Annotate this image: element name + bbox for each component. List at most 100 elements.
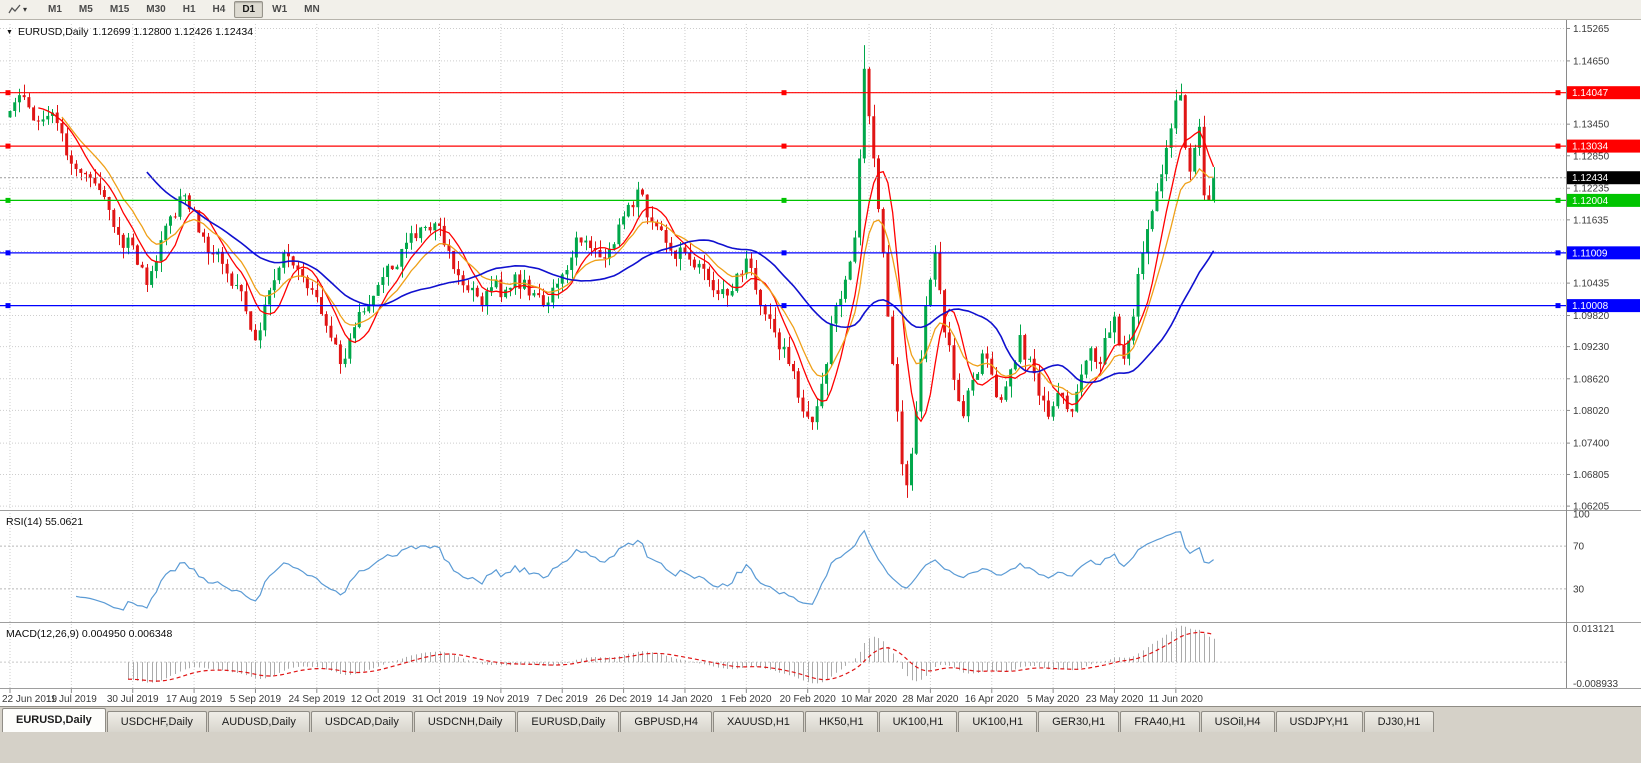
horizontal-line-1.13034[interactable] — [0, 143, 1566, 149]
down-candle — [961, 401, 965, 417]
down-candle — [117, 226, 121, 235]
svg-text:5 May 2020: 5 May 2020 — [1027, 694, 1080, 705]
svg-text:1.15265: 1.15265 — [1573, 24, 1610, 35]
pane-separators[interactable] — [0, 510, 1641, 689]
horizontal-line-1.14047[interactable] — [0, 90, 1566, 96]
down-candle — [1023, 335, 1027, 360]
down-candle — [659, 226, 663, 231]
up-candle — [277, 267, 281, 281]
down-candle — [891, 316, 895, 365]
timeframe-button-m30[interactable]: M30 — [146, 4, 166, 15]
down-candle — [145, 267, 149, 285]
macd-pane: 0.013121 -0.008933 — [0, 624, 1618, 690]
timeframe-button-h1[interactable]: H1 — [182, 4, 196, 15]
down-candle — [985, 353, 989, 359]
chart-tab-uk100-h1[interactable]: UK100,H1 — [958, 711, 1038, 732]
up-candle — [1028, 358, 1032, 360]
horizontal-line-1.11009[interactable] — [0, 250, 1566, 256]
down-wicks — [24, 67, 1210, 498]
chart-type-dropdown[interactable]: ▾ — [4, 3, 31, 16]
up-candle — [862, 68, 866, 159]
chart-tab-usoil-h4[interactable]: USOil,H4 — [1200, 711, 1275, 732]
up-candle — [1179, 95, 1183, 101]
svg-text:1.07400: 1.07400 — [1573, 439, 1610, 450]
down-candle — [872, 116, 876, 159]
svg-text:1.10008: 1.10008 — [1572, 301, 1609, 312]
chart-tab-dj30-h1[interactable]: DJ30,H1 — [1363, 711, 1435, 732]
up-candle — [1103, 338, 1107, 365]
up-candle — [367, 306, 371, 312]
chart-tab-usdcnh-daily[interactable]: USDCNH,Daily — [413, 711, 517, 732]
svg-text:1.09820: 1.09820 — [1573, 311, 1610, 322]
up-candle — [966, 390, 970, 417]
horizontal-line-1.10008[interactable] — [0, 303, 1566, 309]
chart-tab-eurusd-daily[interactable]: EURUSD,Daily — [2, 708, 106, 732]
timeframe-button-mn[interactable]: MN — [304, 4, 320, 15]
chart-tab-fra40-h1[interactable]: FRA40,H1 — [1120, 711, 1200, 732]
chart-tab-uk100-h1[interactable]: UK100,H1 — [878, 711, 958, 732]
down-candle — [692, 259, 696, 268]
up-candle — [1009, 369, 1013, 387]
down-candle — [957, 379, 961, 402]
svg-text:7 Dec 2019: 7 Dec 2019 — [537, 694, 589, 705]
up-candle — [612, 244, 616, 249]
timeframe-button-d1[interactable]: D1 — [234, 1, 264, 18]
chart-tab-xauusd-h1[interactable]: XAUUSD,H1 — [712, 711, 804, 732]
up-candle — [343, 358, 347, 365]
up-candle — [928, 279, 932, 307]
chart-tab-usdcad-daily[interactable]: USDCAD,Daily — [310, 711, 413, 732]
down-candle — [315, 289, 319, 298]
chart-tab-usdjpy-h1[interactable]: USDJPY,H1 — [1275, 711, 1363, 732]
timeframe-button-m15[interactable]: M15 — [109, 4, 130, 15]
chart-tab-usdchf-daily[interactable]: USDCHF,Daily — [106, 711, 207, 732]
up-candle — [150, 271, 154, 285]
svg-text:1.12850: 1.12850 — [1573, 151, 1610, 162]
up-candle — [362, 311, 366, 313]
down-candle — [428, 226, 432, 231]
up-candle — [971, 379, 975, 391]
price-axis[interactable]: 1.15265 1.14650 1.13450 1.12850 1.12235 1.116… — [1566, 20, 1610, 688]
up-candle — [1018, 335, 1022, 363]
hline-handle — [1555, 197, 1561, 203]
down-candle — [707, 268, 711, 281]
chart-window: 1.15265 1.14650 1.13450 1.12850 1.12235 1.116… — [0, 20, 1641, 706]
down-candle — [1202, 126, 1206, 196]
chart-tab-hk50-h1[interactable]: HK50,H1 — [804, 711, 878, 732]
hline-handle — [1555, 303, 1561, 309]
chart-tab-ger30-h1[interactable]: GER30,H1 — [1038, 711, 1120, 732]
down-candle — [36, 120, 40, 122]
svg-text:17 Aug 2019: 17 Aug 2019 — [166, 694, 223, 705]
svg-text:100: 100 — [1573, 510, 1590, 521]
up-candle — [489, 287, 493, 292]
timeframe-button-w1[interactable]: W1 — [272, 4, 288, 15]
up-candle — [508, 287, 512, 290]
horizontal-line-1.12004[interactable] — [0, 197, 1566, 203]
hline-handle — [1555, 250, 1561, 256]
up-candle — [423, 226, 427, 228]
down-candle — [84, 172, 88, 175]
svg-text:30: 30 — [1573, 584, 1585, 595]
timeframe-button-h4[interactable]: H4 — [212, 4, 226, 15]
up-candle — [126, 237, 130, 248]
svg-text:1.12004: 1.12004 — [1572, 196, 1609, 207]
up-candle — [551, 287, 555, 303]
down-candle — [1207, 195, 1211, 201]
price-chart-canvas[interactable]: 1.15265 1.14650 1.13450 1.12850 1.12235 1.116… — [0, 20, 1641, 706]
down-candle — [994, 374, 998, 398]
chart-tab-gbpusd-h4[interactable]: GBPUSD,H4 — [620, 711, 712, 732]
timeframe-button-m5[interactable]: M5 — [78, 4, 93, 15]
up-candle — [730, 291, 734, 296]
chart-tab-eurusd-daily[interactable]: EURUSD,Daily — [517, 711, 620, 732]
chart-tab-audusd-daily[interactable]: AUDUSD,Daily — [207, 711, 310, 732]
down-candle — [768, 314, 772, 319]
down-candle — [688, 253, 692, 260]
up-candle — [381, 277, 385, 285]
down-candle — [1061, 392, 1065, 396]
down-candle — [773, 318, 777, 333]
down-candle — [787, 346, 791, 365]
up-candle — [1131, 316, 1135, 341]
down-candle — [296, 265, 300, 270]
down-candle — [230, 273, 234, 286]
timeframe-button-m1[interactable]: M1 — [48, 4, 62, 15]
